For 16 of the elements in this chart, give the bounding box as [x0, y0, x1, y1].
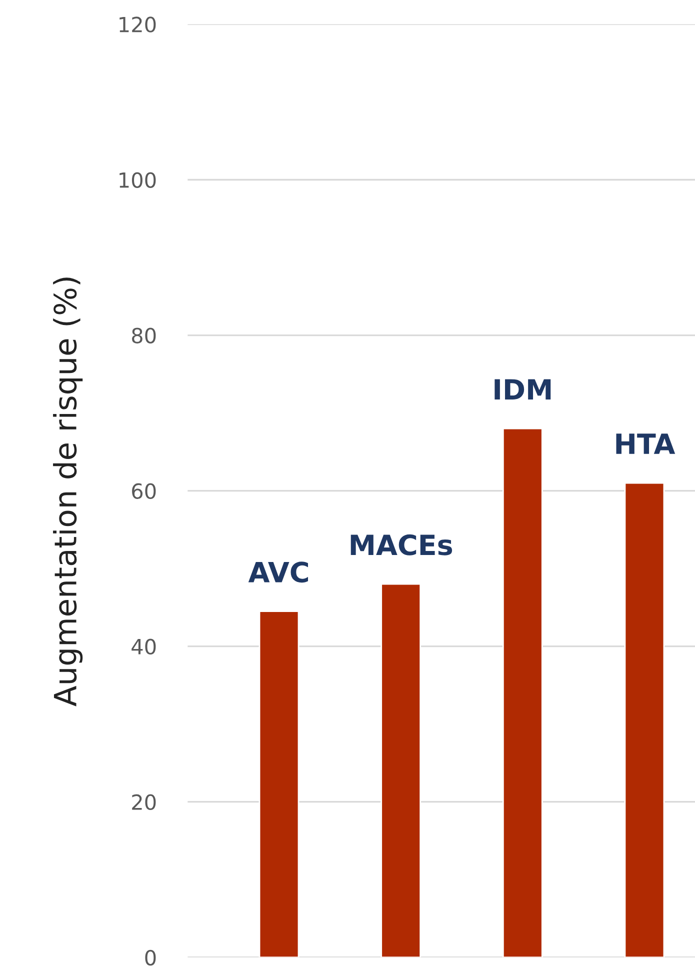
y-tick-label: 20 [132, 794, 156, 810]
x-tick-label: IDM [494, 379, 551, 400]
x-tick-label: AVC [248, 562, 308, 583]
y-tick-label: 0 [145, 950, 156, 966]
bar [624, 482, 665, 958]
y-tick-label: 120 [120, 16, 156, 32]
y-axis-title: Augmentation de risque (%) [53, 278, 83, 706]
bar [380, 583, 422, 958]
x-tick-label: MACEs [350, 534, 452, 556]
x-tick-label: HTA [616, 434, 676, 454]
y-tick-label: 60 [132, 483, 156, 500]
bar [258, 610, 300, 958]
y-tick-label: 100 [120, 172, 156, 188]
bar [502, 428, 543, 958]
y-tick-label: 40 [132, 638, 156, 655]
y-tick-label: 80 [132, 328, 156, 344]
